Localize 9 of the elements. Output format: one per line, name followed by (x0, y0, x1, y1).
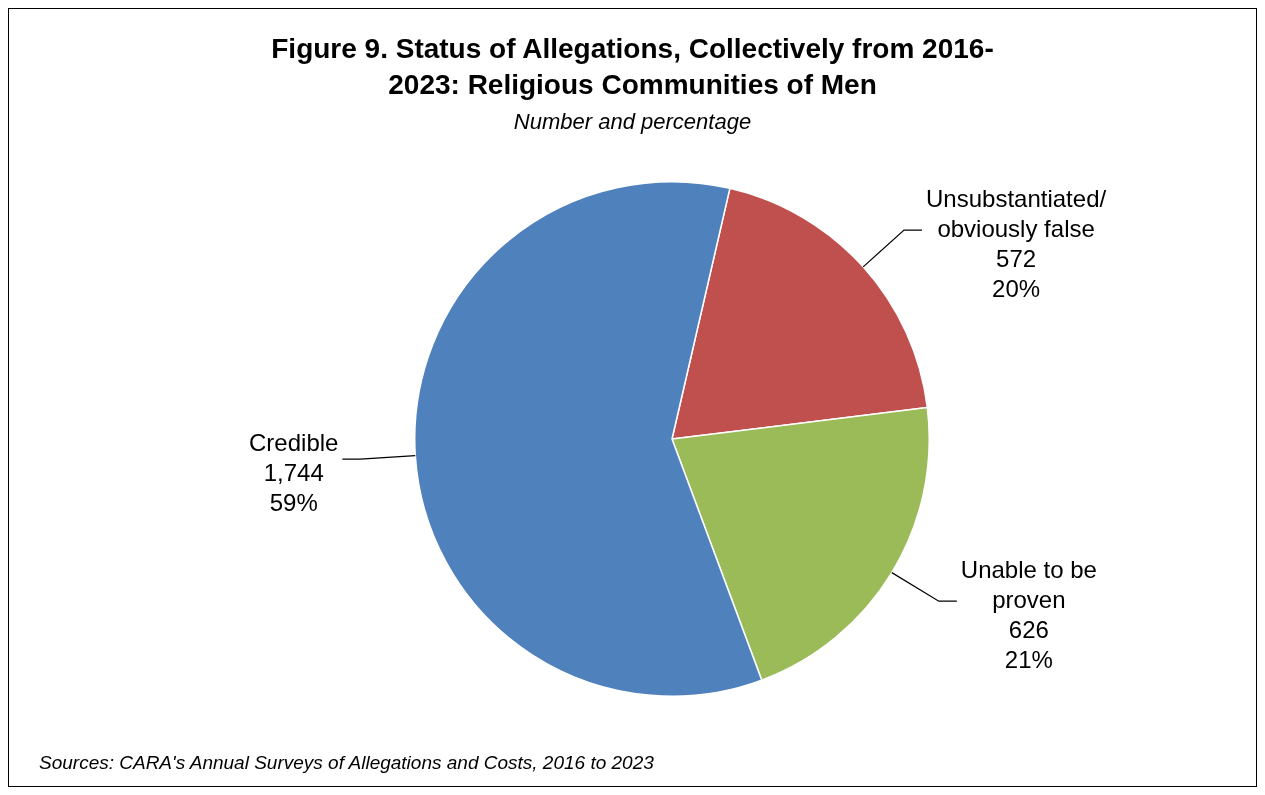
chart-title: Figure 9. Status of Allegations, Collectively from 2016-2023: Religious Communities of Men (270, 32, 995, 102)
data-label: 572 20% (992, 244, 1041, 302)
slice-label: Credible (249, 428, 339, 456)
chart-subtitle: Number and percentage (512, 109, 753, 135)
slice-label: Unsubstantiated/ obviously false (926, 184, 1107, 242)
data-label: 1,744 59% (263, 458, 324, 516)
source-note: Sources: CARA's Annual Surveys of Allegations and Costs, 2016 to 2023 (39, 752, 654, 774)
slice-label: Unable to be proven (960, 555, 1097, 613)
data-label: 626 21% (1004, 615, 1053, 673)
